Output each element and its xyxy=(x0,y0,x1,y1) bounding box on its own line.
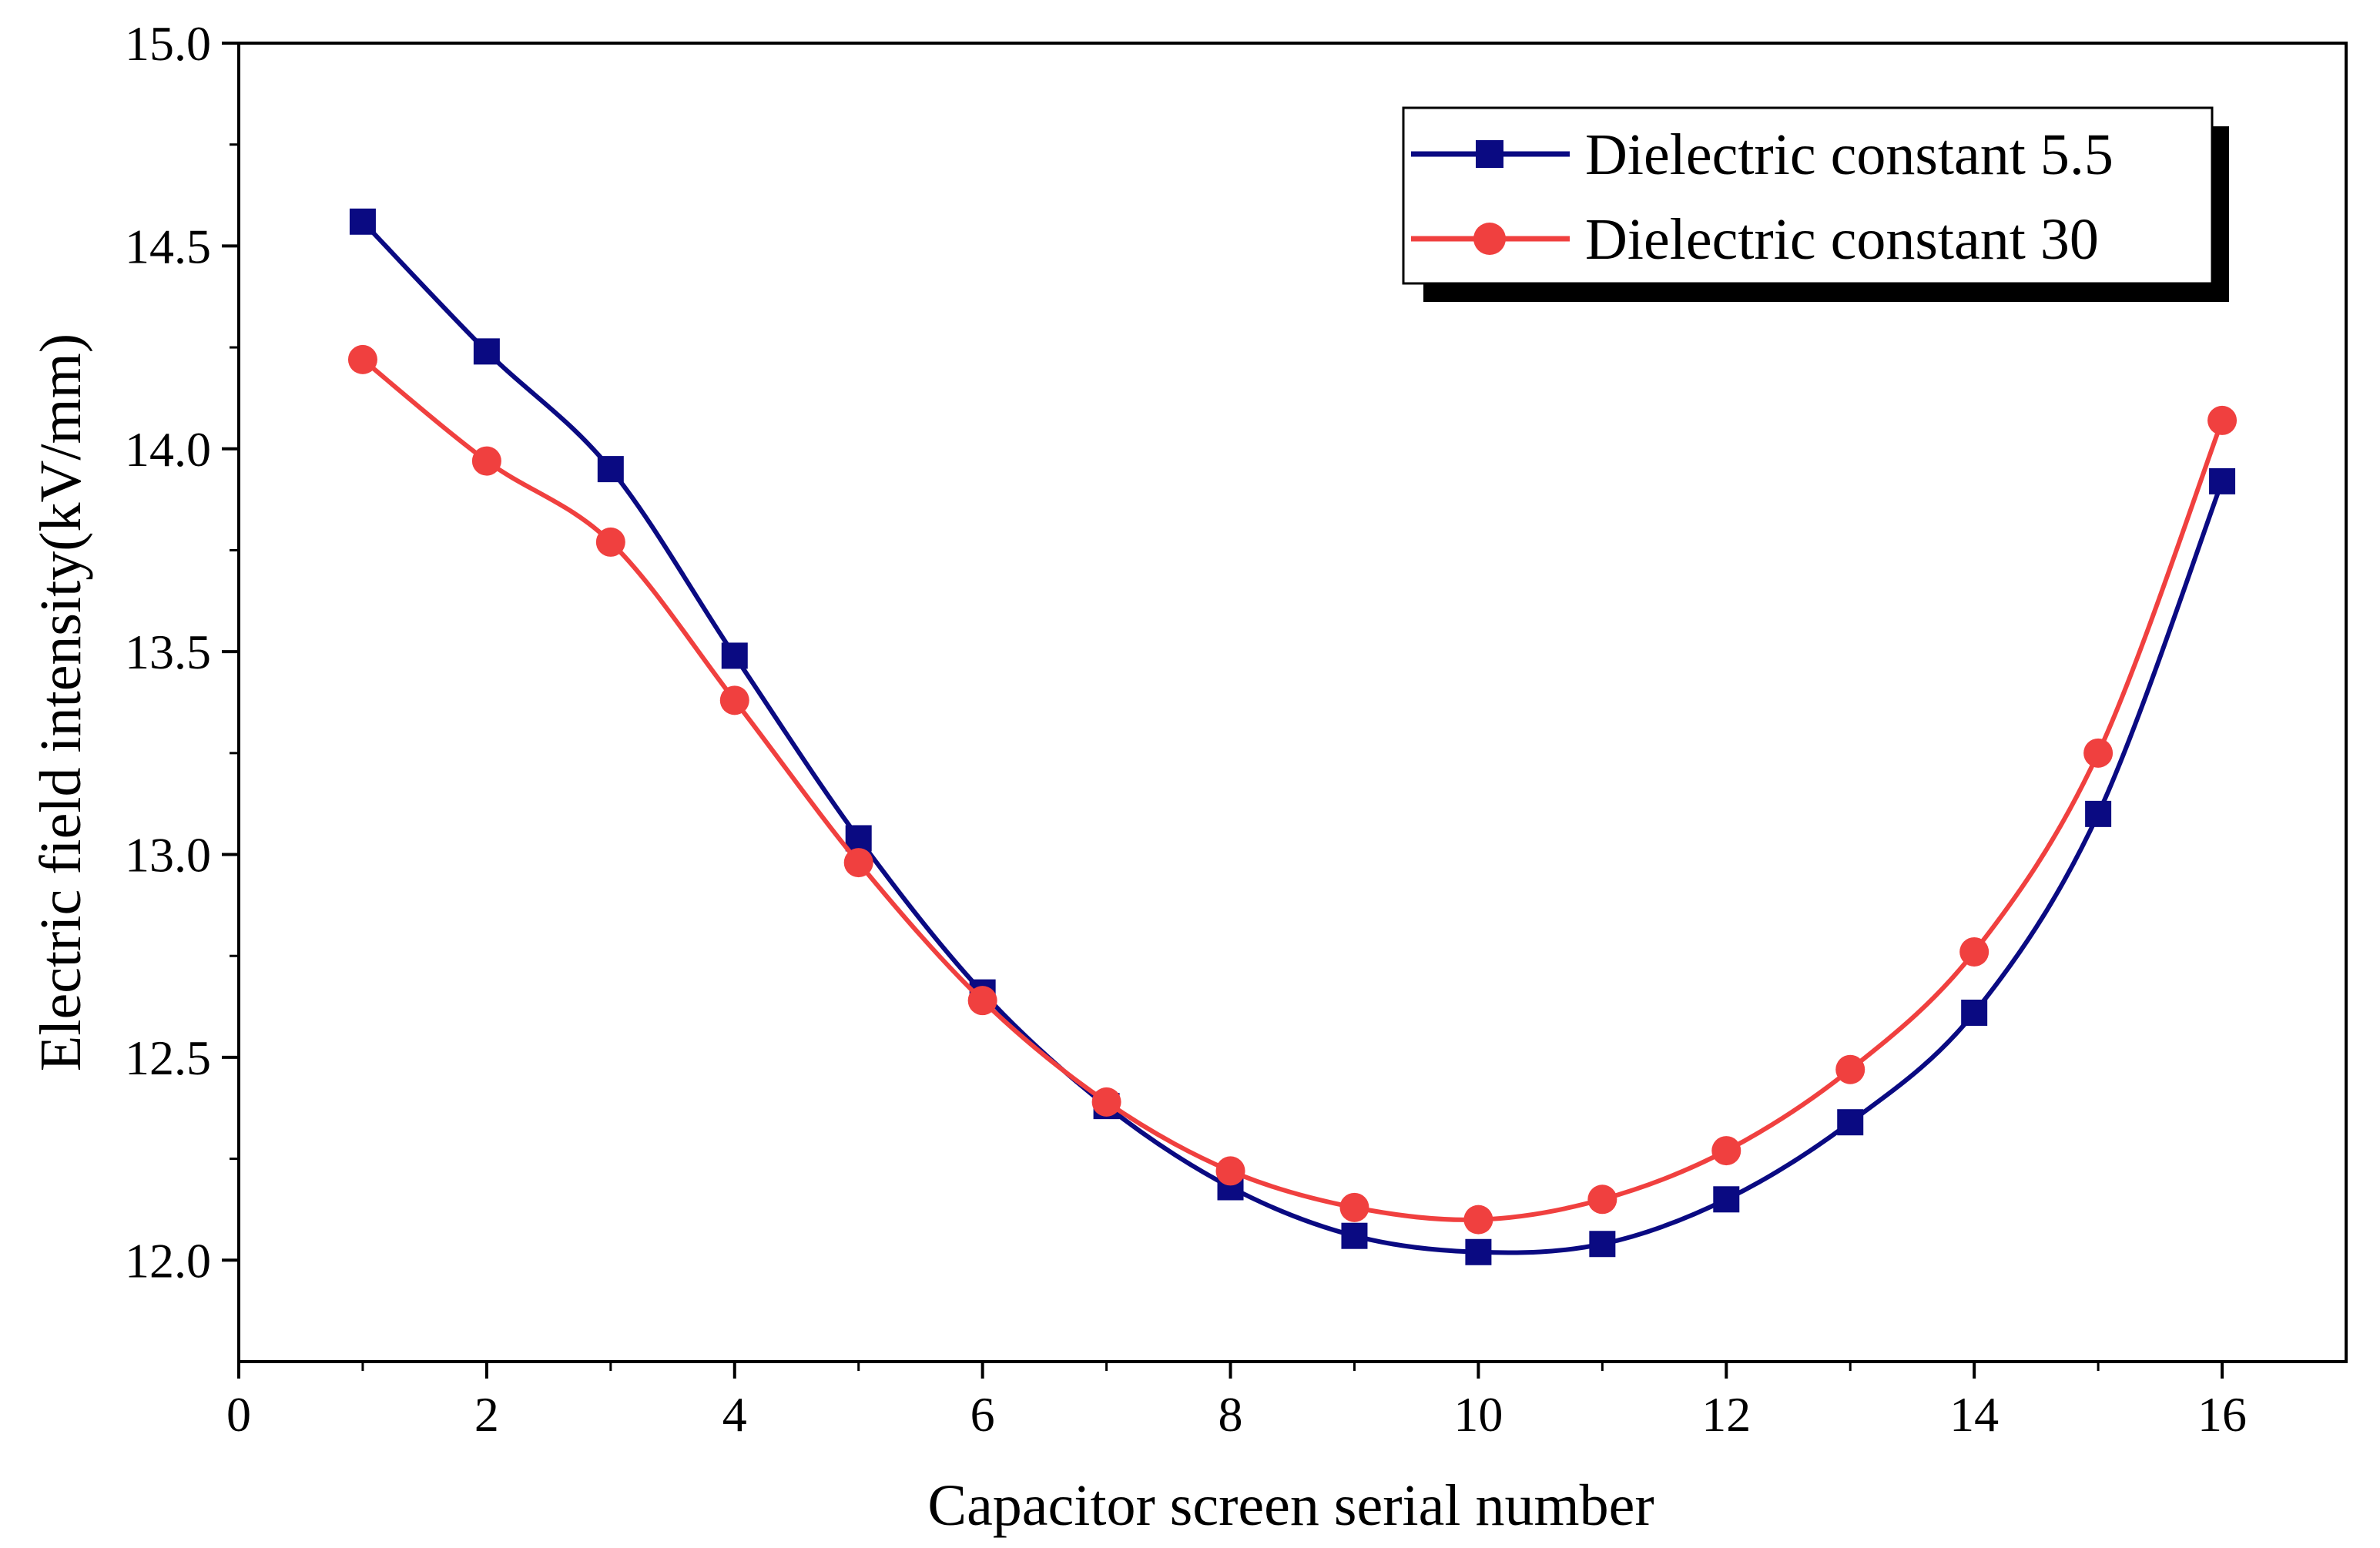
x-tick-label: 14 xyxy=(1949,1387,1999,1442)
legend-box xyxy=(1402,106,2214,285)
series-line xyxy=(360,219,2224,1255)
data-point-circle xyxy=(2083,738,2114,768)
y-axis-ticks: 12.0 12.5 13.0 13.5 14.0 14.5 15.0 xyxy=(125,16,239,1288)
legend-marker-square xyxy=(1476,140,1503,168)
y-tick-label: 14.0 xyxy=(125,422,211,477)
data-point-circle xyxy=(2207,405,2238,435)
data-point-square xyxy=(473,338,500,365)
y-tick-label: 13.0 xyxy=(125,828,211,883)
legend-label-dielectric-30: Dielectric constant 30 xyxy=(1585,207,2099,272)
x-tick-label: 2 xyxy=(474,1387,499,1442)
y-tick-label: 13.5 xyxy=(125,625,211,679)
data-point-circle xyxy=(1091,1087,1121,1117)
data-point-circle xyxy=(1711,1136,1741,1166)
data-point-square xyxy=(349,208,376,235)
data-point-square xyxy=(1465,1238,1492,1265)
data-point-square xyxy=(721,642,748,669)
data-point-square xyxy=(1837,1109,1864,1136)
data-point-circle xyxy=(1959,937,1989,967)
data-point-square xyxy=(845,825,872,852)
series-line xyxy=(361,357,2224,1222)
series-dielectric-5-5 xyxy=(349,208,2236,1265)
legend-label-dielectric-5-5: Dielectric constant 5.5 xyxy=(1585,122,2114,187)
series-layer xyxy=(347,208,2238,1265)
series-dielectric-30 xyxy=(347,344,2238,1235)
x-tick-label: 4 xyxy=(722,1387,747,1442)
plot-frame xyxy=(237,42,2348,1363)
data-point-circle xyxy=(471,446,501,476)
data-point-circle xyxy=(1339,1192,1369,1222)
data-point-circle xyxy=(595,527,625,557)
data-point-circle xyxy=(1215,1156,1245,1186)
x-tick-label: 8 xyxy=(1218,1387,1243,1442)
x-tick-label: 6 xyxy=(970,1387,995,1442)
legend: Dielectric constant 5.5 Dielectric const… xyxy=(1402,106,2229,302)
y-tick-label: 12.0 xyxy=(125,1233,211,1288)
data-point-circle xyxy=(719,685,749,715)
legend-marker-circle xyxy=(1473,223,1506,255)
data-point-square xyxy=(1589,1231,1616,1258)
data-point-circle xyxy=(967,986,997,1016)
data-point-square xyxy=(2085,800,2112,827)
plot-border xyxy=(237,42,2348,1363)
data-point-square xyxy=(1341,1222,1368,1249)
x-tick-label: 16 xyxy=(2197,1387,2247,1442)
legend-entry-dielectric-5-5: Dielectric constant 5.5 xyxy=(1411,122,2114,187)
y-tick-label: 14.5 xyxy=(125,219,211,273)
x-tick-label: 10 xyxy=(1453,1387,1503,1442)
data-point-circle xyxy=(1463,1205,1493,1235)
y-tick-label: 12.5 xyxy=(125,1030,211,1085)
data-point-square xyxy=(597,456,624,483)
data-point-circle xyxy=(1587,1184,1617,1215)
y-tick-label: 15.0 xyxy=(125,16,211,71)
legend-entry-dielectric-30: Dielectric constant 30 xyxy=(1411,207,2099,272)
data-point-circle xyxy=(347,344,377,374)
data-point-square xyxy=(2209,467,2236,494)
x-axis-label: Capacitor screen serial number xyxy=(927,1473,1654,1538)
y-axis-label: Electric field intensity(kV/mm) xyxy=(28,333,93,1071)
data-point-circle xyxy=(1835,1054,1865,1084)
x-tick-label: 12 xyxy=(1701,1387,1751,1442)
x-tick-label: 0 xyxy=(226,1387,251,1442)
data-point-square xyxy=(1713,1186,1740,1213)
data-point-circle xyxy=(843,848,873,878)
data-point-square xyxy=(1961,999,1988,1026)
x-axis-ticks: 0 2 4 6 8 10 12 14 16 xyxy=(226,1362,2247,1442)
